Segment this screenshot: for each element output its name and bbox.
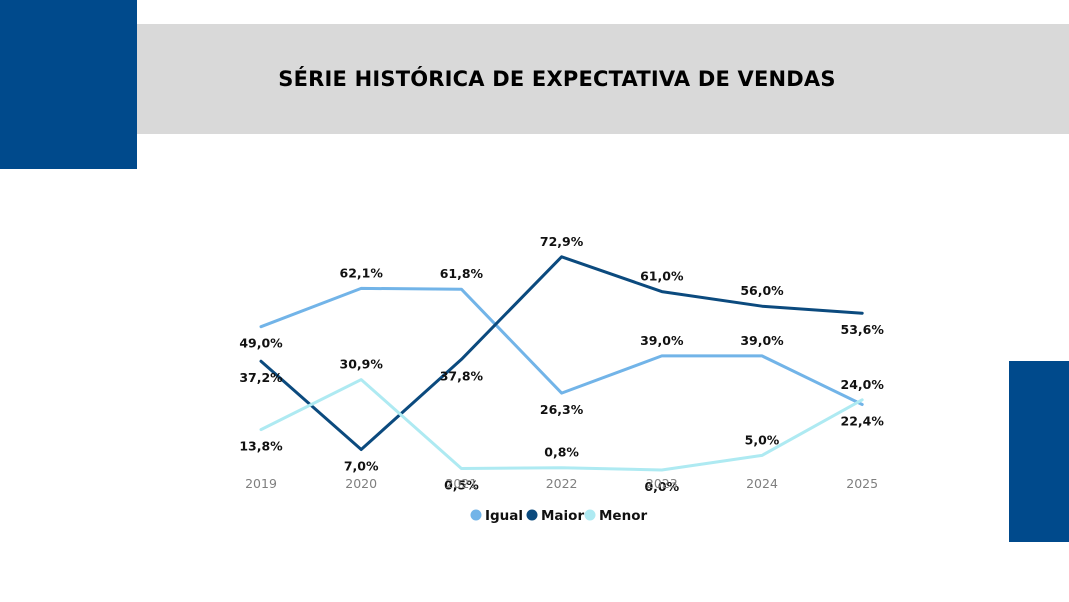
data-label-maior-2023: 61,0% (640, 269, 684, 284)
data-label-maior-2021: 37,8% (440, 368, 484, 383)
data-label-maior-2022: 72,9% (540, 234, 584, 249)
x-tick-label-2020: 2020 (345, 476, 377, 491)
data-label-igual-2023: 39,0% (640, 333, 684, 348)
data-label-igual-2019: 49,0% (239, 336, 283, 351)
data-label-igual-2020: 62,1% (340, 265, 384, 280)
legend-label-menor: Menor (599, 508, 647, 524)
data-label-menor-2024: 5,0% (745, 432, 780, 447)
legend-marker-igual (470, 509, 482, 521)
legend-label-maior: Maior (541, 508, 584, 524)
page-title: SÉRIE HISTÓRICA DE EXPECTATIVA DE VENDAS (278, 67, 836, 91)
data-label-maior-2024: 56,0% (740, 283, 784, 298)
legend-marker-menor (584, 509, 596, 521)
x-tick-label-2019: 2019 (245, 476, 277, 491)
data-label-menor-2019: 13,8% (239, 439, 283, 454)
x-tick-label-2022: 2022 (546, 476, 578, 491)
data-label-igual-2024: 39,0% (740, 333, 784, 348)
title-band (137, 24, 1069, 134)
data-label-maior-2025: 53,6% (841, 322, 885, 337)
data-label-maior-2020: 7,0% (344, 459, 379, 474)
data-label-igual-2022: 26,3% (540, 402, 584, 417)
data-label-igual-2025: 22,4% (841, 414, 885, 429)
series-line-menor (259, 378, 864, 472)
data-label-igual-2021: 61,8% (440, 266, 484, 281)
data-label-menor-2023: 0,0% (644, 479, 679, 494)
data-label-maior-2019: 37,2% (239, 370, 283, 385)
x-tick-label-2025: 2025 (846, 476, 878, 491)
legend-label-igual: Igual (485, 508, 523, 524)
data-label-menor-2025: 24,0% (841, 377, 885, 392)
legend-marker-maior (526, 509, 538, 521)
right-accent-block (1009, 361, 1069, 542)
series-line-igual (259, 286, 864, 406)
left-accent-block (0, 0, 137, 169)
x-tick-label-2023: 2023 (646, 476, 678, 491)
data-label-menor-2020: 30,9% (340, 357, 384, 372)
x-tick-label-2024: 2024 (746, 476, 778, 491)
data-label-menor-2022: 0,8% (544, 445, 579, 460)
data-label-menor-2021: 0,5% (444, 478, 479, 493)
x-tick-label-2021: 2021 (445, 476, 477, 491)
series-line-maior (259, 255, 864, 451)
